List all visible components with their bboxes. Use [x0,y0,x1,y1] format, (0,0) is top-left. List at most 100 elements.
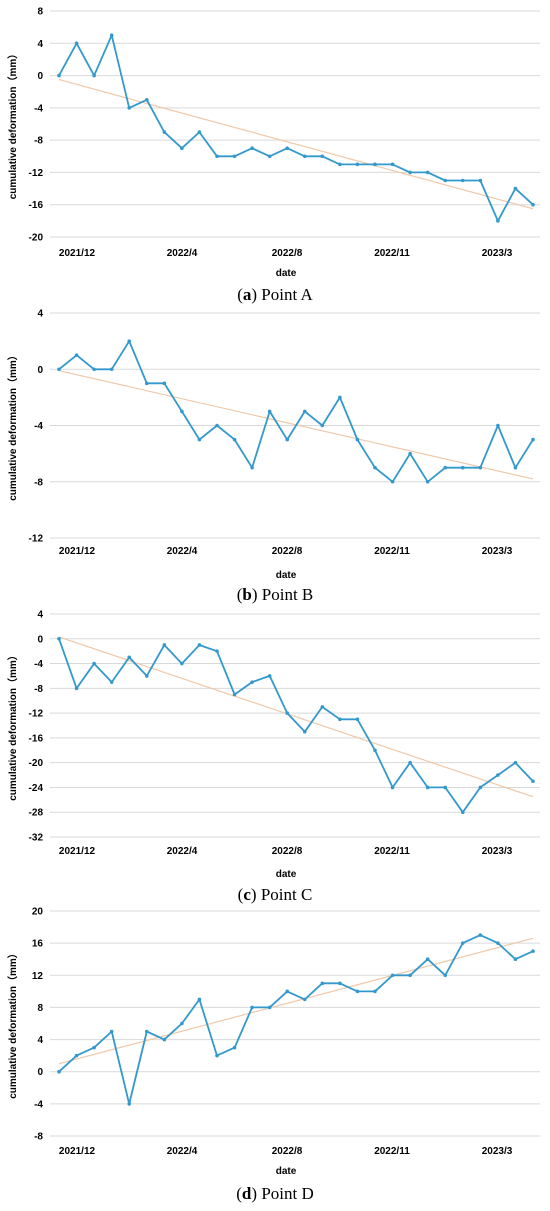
data-point [215,1053,219,1058]
y-tick-label: 12 [32,971,44,982]
y-tick-label: 4 [37,1035,43,1046]
caption-paren-close: ) [251,1184,261,1203]
data-point [302,997,307,1002]
x-axis-label: date [276,1166,297,1177]
data-point [478,178,483,183]
data-point [338,162,342,167]
data-point [232,692,237,697]
data-point [74,41,79,46]
data-point [355,437,360,442]
y-tick-label: -20 [29,233,44,244]
caption-text: Point A [261,285,313,304]
data-point [144,674,149,678]
caption-paren-open: ( [236,1184,242,1203]
data-point [109,680,114,684]
data-point [232,154,237,159]
y-tick-label: -20 [29,758,44,769]
y-axis-label: cumulative deformation（mm） [6,49,19,200]
data-point [215,649,219,653]
y-tick-label: 0 [37,1067,43,1078]
series-line [58,340,534,483]
data-point [338,717,342,722]
x-tick-label: 2021/12 [59,1146,96,1157]
data-point [127,655,132,660]
data-point [390,785,395,790]
caption-paren-open: ( [237,285,243,304]
y-tick-label: -4 [34,103,43,114]
data-point [390,479,395,484]
data-point [267,409,272,414]
y-tick-label: -8 [34,136,43,147]
chart-panel-a: 8 4 0 -4 -8 -12 -16 -20 cumulative deformation（m… [6,7,540,304]
caption-paren-open: ( [237,585,243,604]
caption-paren-close: ) [252,585,262,604]
data-point [425,785,430,790]
data-point [197,997,202,1002]
data-point [478,465,483,470]
x-tick-label: 2022/11 [374,546,410,557]
y-tick-label: 4 [37,309,43,320]
data-point [197,130,202,134]
data-point [320,705,325,709]
trendline [58,636,534,798]
data-point [373,989,377,994]
series-line [58,638,534,814]
x-tick-label: 2022/8 [272,546,303,557]
data-point [144,97,149,102]
data-point [250,146,254,151]
trendline [58,937,534,1065]
data-point [162,1037,167,1042]
data-point [443,465,448,470]
caption-letter: b [242,585,251,604]
x-axis-label: date [276,869,297,880]
x-tick-label: 2022/4 [167,846,198,857]
data-point [180,1021,184,1026]
data-point [496,423,500,428]
y-tick-label: 4 [37,610,43,621]
panel-caption: (b) Point B [237,585,314,604]
series-line [58,934,534,1105]
y-tick-label: 4 [37,39,43,50]
data-point [373,162,377,167]
x-tick-label: 2022/4 [167,1146,198,1157]
data-point [232,1045,237,1050]
data-point [109,1029,114,1034]
data-point [460,465,465,470]
caption-letter: d [242,1184,252,1203]
data-point [513,957,518,962]
caption-text: Point D [261,1184,313,1203]
data-point [373,465,377,470]
data-point [355,717,360,722]
data-point [320,154,325,159]
x-tick-label: 2022/11 [374,846,410,857]
caption-text: Point B [262,585,314,604]
trendline [58,79,534,210]
y-tick-label: -16 [29,733,44,744]
x-tick-label: 2023/3 [482,546,513,557]
data-point [478,785,483,790]
caption-paren-close: ) [251,885,261,904]
x-tick-label: 2023/3 [482,846,513,857]
x-axis-label: date [276,268,297,279]
series-line [58,34,534,222]
y-tick-label: -8 [34,1132,43,1143]
data-point [338,981,342,986]
caption-letter: c [243,885,251,904]
data-point [127,1102,132,1106]
y-tick-label: -8 [34,477,43,488]
data-point [57,1069,61,1074]
data-point [496,773,500,777]
data-point [513,465,518,470]
data-point [320,981,325,986]
data-point [74,1053,79,1058]
y-tick-label: 20 [32,907,44,918]
data-point [478,933,483,937]
data-point [215,154,219,159]
data-point [425,479,430,484]
x-tick-label: 2023/3 [482,1146,513,1157]
caption-text: Point C [261,885,313,904]
x-tick-label: 2021/12 [59,546,96,557]
data-point [425,170,430,175]
data-point [197,437,202,442]
